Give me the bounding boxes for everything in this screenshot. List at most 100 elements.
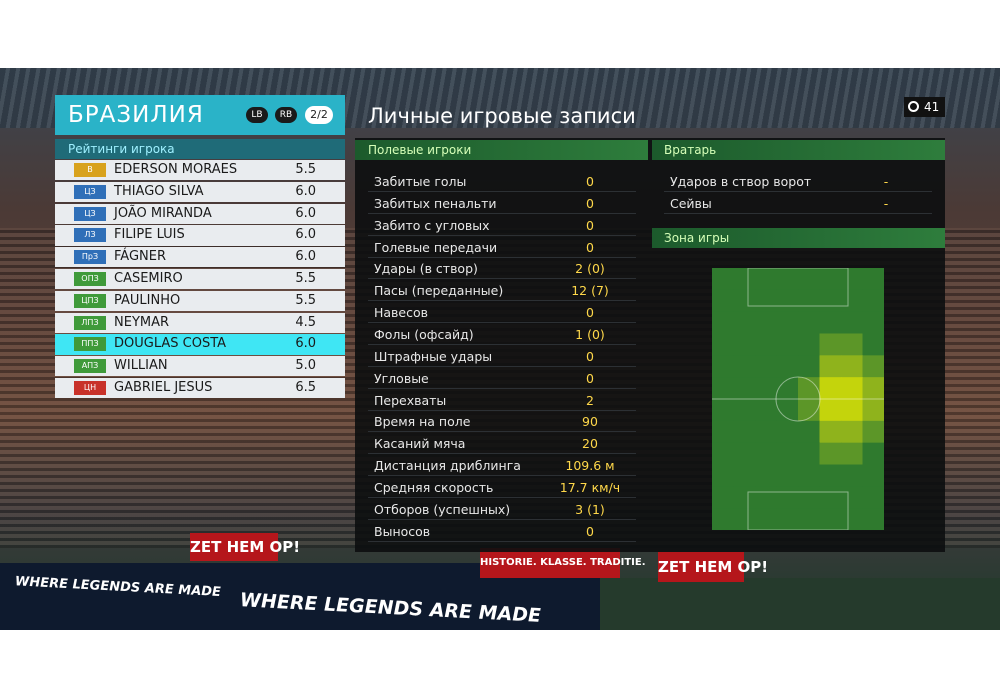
zone-header [652,228,945,248]
heat-cell [841,399,863,422]
stat-value: 0 [586,174,594,189]
stat-label: Перехваты [374,392,447,408]
player-row [55,203,345,224]
stat-value: 0 [586,305,594,321]
heat-cell [819,377,842,400]
heat-cell [841,289,863,313]
heat-cell [712,268,734,291]
heat-cell [733,311,756,334]
button-badge: LB [246,107,268,123]
heat-cell [776,420,799,444]
player-rating: 5.5 [295,271,316,286]
heat-cell [862,377,884,400]
heat-cell [733,377,756,400]
heat-cell [712,333,734,356]
stat-value: 0 [586,239,594,255]
stat-value: 2 [586,392,594,408]
heat-cell [798,420,820,444]
heat-cell [862,442,884,465]
stat-label: Ударов в створ ворот [670,174,812,189]
stat-value: 0 [586,370,594,386]
player-row [55,269,345,290]
player-rating: 5.0 [295,358,316,374]
heat-cell [733,508,756,530]
stat-value: 2 (0) [575,261,605,277]
heat-cell [819,508,842,530]
heat-cell [819,442,842,465]
player-row [55,247,345,268]
player-row [55,356,345,377]
player-name: WILLIAN [114,358,168,374]
heat-cell [819,268,842,291]
heat-cell [776,442,799,465]
player-row [55,334,345,355]
heat-cell [862,508,884,530]
heat-cell [819,289,842,313]
stat-value: 1 (0) [575,326,605,342]
player-row [55,290,345,312]
field-header [355,140,648,160]
stat-label: Забитые голы [374,174,467,189]
heat-cell [798,333,820,356]
heat-cell [841,442,863,465]
heat-cell [798,486,820,509]
goalkeeper-title: Вратарь [664,143,717,157]
button-badge: RB [275,107,297,123]
player-name: CASEMIRO [114,271,183,286]
position-badge: ЦПЗ [74,293,106,308]
heat-cell [798,355,820,378]
heat-cell [862,355,884,378]
heat-cell [776,464,799,487]
pitch-side [600,578,1000,630]
page-indicator: 2/2 [305,106,333,124]
player-rating: 4.5 [295,314,316,330]
stat-value: 3 (1) [575,501,605,517]
heat-cell [798,508,820,530]
heat-cell [712,442,734,465]
heat-cell [712,377,734,400]
player-rating: 5.5 [295,162,316,177]
heat-cell [712,486,734,509]
banner: ZET HEM OP! [658,552,768,582]
stat-row [368,455,636,477]
stat-value: 20 [582,436,598,452]
stat-row [368,346,636,367]
stat-value: 0 [586,217,594,233]
stat-label: Сейвы [670,195,712,211]
heat-cell [841,268,863,291]
player-row [55,181,345,203]
stat-label: Дистанция дриблинга [374,458,521,474]
heat-cell [798,442,820,465]
pitch-line [747,491,849,530]
stat-label: Голевые передачи [374,239,498,255]
heat-cell [776,399,799,422]
stat-label: Выносов [374,523,431,539]
heat-cell [755,399,777,422]
player-row [55,378,345,399]
team-name: БРАЗИЛИЯ [68,102,204,128]
heat-cell [755,311,777,334]
heat-cell [755,377,777,400]
player-rating: 6.0 [295,249,316,265]
heat-cell [841,420,863,444]
heat-cell [712,399,734,422]
heat-cell [733,486,756,509]
heat-cell [841,311,863,334]
position-badge: В [74,163,106,177]
stat-row [368,411,636,433]
heat-cell [798,311,820,334]
stat-row [368,258,636,280]
stat-value: 0 [586,523,594,539]
stat-label: Забитых пенальти [374,195,497,211]
player-rating: 6.0 [295,205,316,221]
player-name: GABRIEL JESUS [114,380,213,395]
stat-value: 109.6 м [565,458,615,474]
position-badge: АПЗ [74,359,106,374]
stat-value: - [883,195,889,211]
heat-cell [819,486,842,509]
heat-cell [862,333,884,356]
stat-label: Время на поле [374,414,471,430]
player-name: JOÃO MIRANDA [114,205,212,221]
heat-cell [712,311,734,334]
